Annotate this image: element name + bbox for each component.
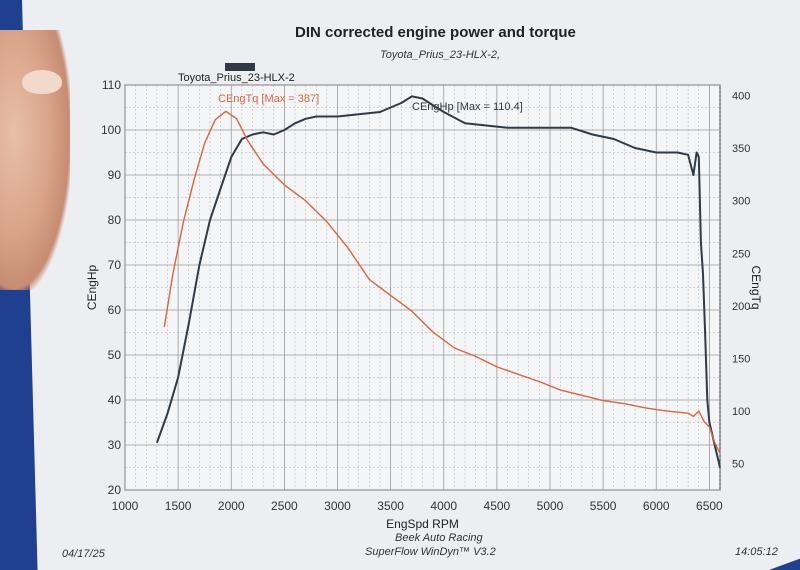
y-tick-label: 100 [101, 123, 121, 137]
chart-title: DIN corrected engine power and torque [295, 24, 576, 41]
y2-tick-label: 400 [732, 91, 750, 103]
print-date: 04/17/25 [62, 548, 105, 560]
y2-tick-label: 50 [732, 459, 744, 471]
x-tick-label: 5500 [590, 499, 617, 513]
y2-tick-label: 250 [732, 248, 750, 260]
x-tick-label: 4500 [484, 499, 511, 513]
y-tick-label: 70 [108, 258, 122, 272]
y-tick-label: 20 [108, 483, 122, 497]
torque-line [163, 110, 721, 454]
y-tick-label: 110 [102, 78, 121, 92]
thumb [0, 30, 70, 290]
legend-run-label: Toyota_Prius_23-HLX-2 [178, 72, 295, 84]
power-line [155, 95, 721, 468]
y2-axis-label: CEngTq [749, 265, 763, 309]
y-tick-label: 90 [108, 168, 122, 182]
x-tick-label: 6500 [696, 499, 723, 513]
x-tick-label: 6000 [643, 499, 670, 513]
company-name: Beek Auto Racing [395, 532, 483, 544]
x-tick-label: 2000 [218, 499, 245, 513]
y-tick-label: 80 [108, 213, 122, 227]
x-tick-label: 3000 [324, 499, 351, 513]
print-time: 14:05:12 [735, 546, 778, 558]
y-tick-label: 40 [108, 393, 122, 407]
x-tick-label: 5000 [537, 499, 564, 513]
thumbnail [22, 70, 62, 94]
x-axis-label: EngSpd RPM [386, 517, 459, 531]
y2-tick-label: 200 [732, 301, 750, 313]
legend-swatch [225, 63, 255, 71]
software-version: SuperFlow WinDyn™ V3.2 [365, 546, 496, 558]
power-series-label: CEngHp [Max = 110.4] [412, 101, 523, 113]
y-tick-label: 50 [108, 348, 122, 362]
x-tick-label: 2500 [271, 499, 298, 513]
y-axis-label: CEngHp [85, 264, 99, 310]
y-tick-label: 30 [108, 438, 122, 452]
y2-tick-label: 150 [732, 354, 750, 366]
torque-series-label: CEngTq [Max = 387] [218, 93, 319, 105]
x-tick-label: 1000 [112, 499, 139, 513]
x-tick-label: 1500 [165, 499, 192, 513]
y2-tick-label: 100 [732, 406, 750, 418]
chart-subtitle: Toyota_Prius_23-HLX-2, [380, 49, 501, 61]
y-tick-label: 60 [108, 303, 122, 317]
x-tick-label: 3500 [377, 499, 404, 513]
y2-tick-label: 300 [732, 196, 750, 208]
x-tick-label: 4000 [430, 499, 457, 513]
y2-tick-label: 350 [732, 143, 750, 155]
